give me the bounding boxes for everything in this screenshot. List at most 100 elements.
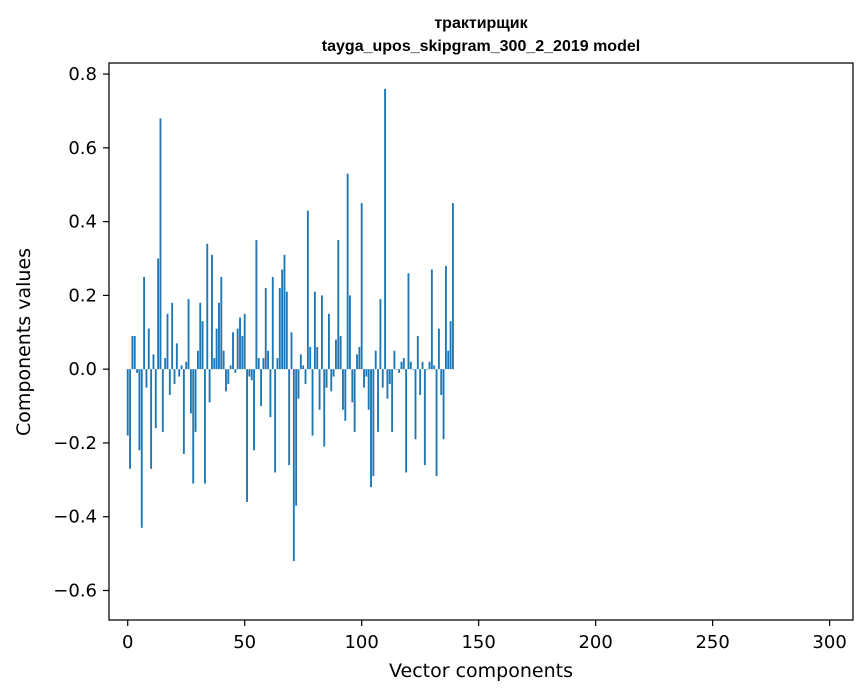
bar xyxy=(222,350,225,370)
bar xyxy=(320,295,323,370)
bar xyxy=(171,302,174,370)
bar xyxy=(426,369,429,370)
bar xyxy=(225,369,227,392)
bar xyxy=(255,240,258,370)
y-tick-label: 0.8 xyxy=(68,64,97,85)
x-axis-label: Vector components xyxy=(389,660,573,682)
bar xyxy=(178,369,181,377)
bar xyxy=(309,347,312,370)
bar xyxy=(337,240,340,370)
chart-title: трактирщик xyxy=(434,15,528,32)
bar xyxy=(248,369,251,377)
bar xyxy=(175,343,178,370)
bar xyxy=(150,369,153,469)
bar xyxy=(442,369,445,440)
y-tick-label: −0.2 xyxy=(53,433,97,454)
y-tick-label: 0.4 xyxy=(68,212,97,233)
bar xyxy=(189,369,192,414)
bar xyxy=(243,313,246,370)
y-axis-label: Components values xyxy=(13,248,35,436)
bar xyxy=(365,369,368,377)
bar xyxy=(187,299,190,370)
bar xyxy=(234,369,237,373)
bar xyxy=(372,369,375,477)
bar xyxy=(236,328,239,370)
bar xyxy=(370,369,372,488)
bar xyxy=(444,265,447,370)
bar xyxy=(405,369,408,473)
bar xyxy=(166,313,169,370)
bar xyxy=(316,347,319,370)
x-axis-ticks: 0 50 100 150 200 250 300 xyxy=(122,620,847,653)
bar xyxy=(323,369,326,447)
bar xyxy=(384,88,387,370)
bar xyxy=(428,361,431,370)
bar xyxy=(257,358,260,370)
bar xyxy=(147,328,150,370)
bar xyxy=(278,288,281,370)
bar xyxy=(339,335,342,370)
bar xyxy=(260,369,263,407)
bar xyxy=(367,369,370,410)
x-tick-label: 150 xyxy=(461,632,495,653)
bar xyxy=(157,258,160,370)
bar xyxy=(215,328,218,370)
bar xyxy=(421,361,424,370)
bar xyxy=(363,369,365,388)
bar xyxy=(374,350,377,370)
bar xyxy=(433,365,436,370)
bar xyxy=(201,321,204,370)
bar xyxy=(430,269,433,370)
bar xyxy=(398,369,401,373)
bar xyxy=(152,354,155,370)
bar xyxy=(377,369,379,432)
bar xyxy=(203,369,206,484)
bar xyxy=(311,369,314,436)
bar xyxy=(267,350,270,370)
bar xyxy=(313,291,316,370)
bar xyxy=(351,369,354,403)
bar xyxy=(447,350,450,370)
bar xyxy=(211,254,213,370)
bar xyxy=(253,369,255,451)
y-tick-label: 0.2 xyxy=(68,285,97,306)
bar xyxy=(194,369,197,432)
bar xyxy=(358,347,361,370)
plot-frame xyxy=(108,62,854,621)
bar xyxy=(297,369,300,399)
bar xyxy=(138,369,141,451)
bar xyxy=(192,369,195,484)
bar xyxy=(360,203,363,370)
bar xyxy=(136,369,139,373)
bar xyxy=(246,369,248,502)
bar xyxy=(241,335,244,370)
bar xyxy=(208,369,211,403)
bar xyxy=(274,369,277,473)
bar xyxy=(143,276,146,370)
bar xyxy=(196,350,199,370)
x-tick-label: 50 xyxy=(233,632,256,653)
bar xyxy=(129,369,131,469)
bar xyxy=(145,369,148,388)
bar xyxy=(335,339,337,370)
bar xyxy=(344,369,347,421)
bar xyxy=(168,369,171,395)
bar xyxy=(164,358,167,370)
bar xyxy=(281,269,284,370)
bar xyxy=(227,369,230,384)
bar-series xyxy=(126,88,454,561)
bar xyxy=(342,369,344,410)
bar xyxy=(451,203,454,370)
chart-subtitle: tayga_upos_skipgram_300_2_2019 model xyxy=(322,38,640,55)
y-tick-label: 0.6 xyxy=(68,138,97,159)
bar xyxy=(182,369,185,455)
bar xyxy=(395,369,398,370)
bar xyxy=(353,369,356,432)
bar xyxy=(349,295,351,370)
bar xyxy=(407,273,410,370)
bar xyxy=(302,365,305,370)
x-tick-label: 100 xyxy=(344,632,378,653)
bar xyxy=(185,361,188,370)
bar xyxy=(435,369,438,477)
